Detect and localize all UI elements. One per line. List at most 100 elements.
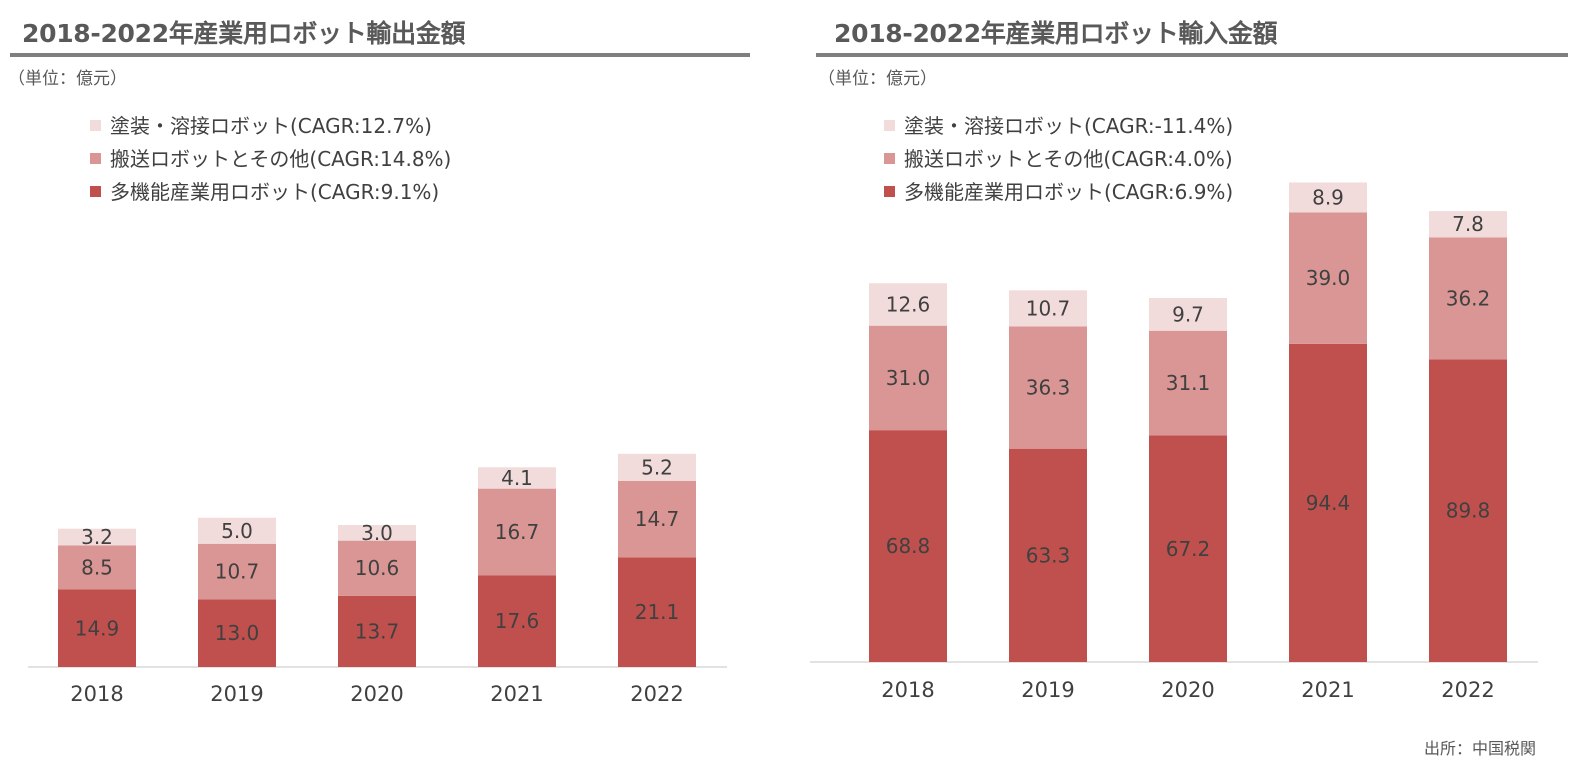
data-label-painting-welding: 5.0 (221, 519, 253, 543)
data-label-painting-welding: 7.8 (1452, 212, 1484, 236)
legend-swatch-transport-other (90, 153, 101, 164)
x-tick-label: 2020 (1161, 678, 1214, 702)
data-label-multifunction: 21.1 (635, 600, 680, 624)
bar-segment-transport-other (58, 545, 136, 590)
legend-label: 多機能産業用ロボット(CAGR:9.1%) (110, 180, 440, 204)
x-tick-label: 2022 (1441, 678, 1494, 702)
legend-label: 搬送ロボットとその他(CAGR:4.0%) (904, 147, 1233, 171)
export-stacked-bar-chart: 14.9 8.5 3.2 2018 13.0 10.7 5.0 2019 13.7 10.6 3.0… (28, 453, 727, 706)
import-stacked-bar-chart: 68.8 31.0 12.6 2018 63.3 36.3 10.7 2019 67.2 31.1… (810, 182, 1538, 702)
x-tick-label: 2022 (630, 682, 683, 706)
bar-segment-painting-welding (478, 467, 556, 489)
bar-segment-transport-other (338, 540, 416, 596)
bar-segment-painting-welding (1429, 211, 1507, 238)
export-legend-item-painting-welding: 塗装・溶接ロボット(CAGR:12.7%) (90, 110, 451, 143)
import-chart-title: 2018-2022年産業用ロボット輸入金額 (834, 19, 1278, 48)
legend-label: 塗装・溶接ロボット(CAGR:-11.4%) (904, 114, 1234, 138)
data-label-transport-other: 31.1 (1166, 371, 1211, 395)
data-label-painting-welding: 9.7 (1172, 302, 1204, 326)
legend-swatch-multifunction (90, 186, 101, 197)
data-label-multifunction: 63.3 (1026, 543, 1071, 567)
data-label-multifunction: 67.2 (1166, 537, 1211, 561)
import-legend: 塗装・溶接ロボット(CAGR:-11.4%) 搬送ロボットとその他(CAGR:4… (884, 110, 1233, 209)
data-label-multifunction: 89.8 (1446, 499, 1491, 523)
bar-segment-painting-welding (1149, 298, 1227, 331)
legend-swatch-painting-welding (90, 120, 101, 131)
bar-segment-painting-welding (338, 525, 416, 541)
legend-label: 塗装・溶接ロボット(CAGR:12.7%) (110, 114, 432, 138)
source-note: 出所：中国税関 (1423, 739, 1536, 758)
data-label-transport-other: 10.6 (355, 556, 400, 580)
data-label-transport-other: 8.5 (81, 555, 113, 579)
data-label-multifunction: 13.0 (215, 621, 260, 645)
bar-segment-multifunction (1149, 435, 1227, 662)
legend-swatch-painting-welding (884, 120, 895, 131)
data-label-multifunction: 94.4 (1306, 491, 1351, 515)
bar-segment-multifunction (618, 557, 696, 667)
x-tick-label: 2019 (210, 682, 263, 706)
import-legend-item-multifunction: 多機能産業用ロボット(CAGR:6.9%) (884, 176, 1233, 209)
export-chart-panel: 2018-2022年産業用ロボット輸出金額 （単位：億元） 塗装・溶接ロボット(… (0, 0, 760, 779)
export-chart-title: 2018-2022年産業用ロボット輸出金額 (22, 19, 466, 48)
export-legend: 塗装・溶接ロボット(CAGR:12.7%) 搬送ロボットとその他(CAGR:14… (90, 110, 451, 209)
legend-swatch-multifunction (884, 186, 895, 197)
bar-segment-painting-welding (58, 528, 136, 546)
bar-segment-painting-welding (1009, 290, 1087, 327)
import-unit-label: （単位：億元） (818, 69, 937, 89)
bar-segment-multifunction (338, 595, 416, 667)
bar-segment-multifunction (869, 430, 947, 662)
legend-label: 多機能産業用ロボット(CAGR:6.9%) (904, 180, 1234, 204)
data-label-transport-other: 16.7 (495, 520, 540, 544)
x-tick-label: 2020 (350, 682, 403, 706)
bar-segment-painting-welding (618, 453, 696, 481)
x-tick-label: 2018 (70, 682, 123, 706)
data-label-painting-welding: 4.1 (501, 466, 533, 490)
data-label-transport-other: 10.7 (215, 560, 260, 584)
data-label-transport-other: 39.0 (1306, 266, 1351, 290)
data-label-multifunction: 68.8 (886, 534, 931, 558)
bar-segment-transport-other (1149, 330, 1227, 436)
data-label-multifunction: 14.9 (75, 616, 120, 640)
bar-segment-transport-other (618, 480, 696, 558)
data-label-painting-welding: 5.2 (641, 455, 673, 479)
data-label-painting-welding: 3.0 (361, 521, 393, 545)
bar-segment-multifunction (58, 589, 136, 667)
bar-segment-transport-other (1429, 237, 1507, 360)
bar-segment-transport-other (478, 488, 556, 576)
bar-segment-transport-other (198, 543, 276, 600)
import-legend-item-painting-welding: 塗装・溶接ロボット(CAGR:-11.4%) (884, 110, 1233, 143)
data-label-transport-other: 14.7 (635, 507, 680, 531)
import-title-rule (816, 53, 1568, 57)
data-label-painting-welding: 3.2 (81, 525, 113, 549)
bar-segment-painting-welding (198, 517, 276, 544)
import-legend-item-transport-other: 搬送ロボットとその他(CAGR:4.0%) (884, 143, 1233, 176)
data-label-transport-other: 31.0 (886, 366, 931, 390)
export-legend-item-transport-other: 搬送ロボットとその他(CAGR:14.8%) (90, 143, 451, 176)
x-tick-label: 2021 (490, 682, 543, 706)
bar-segment-multifunction (1429, 359, 1507, 662)
data-label-painting-welding: 10.7 (1026, 296, 1071, 320)
bar-segment-transport-other (1289, 212, 1367, 344)
x-tick-label: 2018 (881, 678, 934, 702)
bar-segment-painting-welding (1289, 182, 1367, 213)
x-tick-label: 2021 (1301, 678, 1354, 702)
data-label-painting-welding: 12.6 (886, 292, 931, 316)
data-label-transport-other: 36.2 (1446, 286, 1491, 310)
export-unit-label: （単位：億元） (8, 69, 127, 89)
legend-swatch-transport-other (884, 153, 895, 164)
bar-segment-transport-other (869, 325, 947, 431)
data-label-multifunction: 13.7 (355, 619, 400, 643)
data-label-painting-welding: 8.9 (1312, 185, 1344, 209)
data-label-transport-other: 36.3 (1026, 376, 1071, 400)
export-legend-item-multifunction: 多機能産業用ロボット(CAGR:9.1%) (90, 176, 451, 209)
export-title-rule (10, 53, 750, 57)
bar-segment-multifunction (198, 599, 276, 667)
x-tick-label: 2019 (1021, 678, 1074, 702)
bar-segment-painting-welding (869, 283, 947, 326)
import-chart-panel: 2018-2022年産業用ロボット輸入金額 （単位：億元） 塗装・溶接ロボット(… (810, 0, 1578, 779)
legend-label: 搬送ロボットとその他(CAGR:14.8%) (110, 147, 452, 171)
bar-segment-multifunction (1289, 343, 1367, 662)
bar-segment-multifunction (478, 575, 556, 667)
data-label-multifunction: 17.6 (495, 609, 540, 633)
bar-segment-multifunction (1009, 448, 1087, 662)
